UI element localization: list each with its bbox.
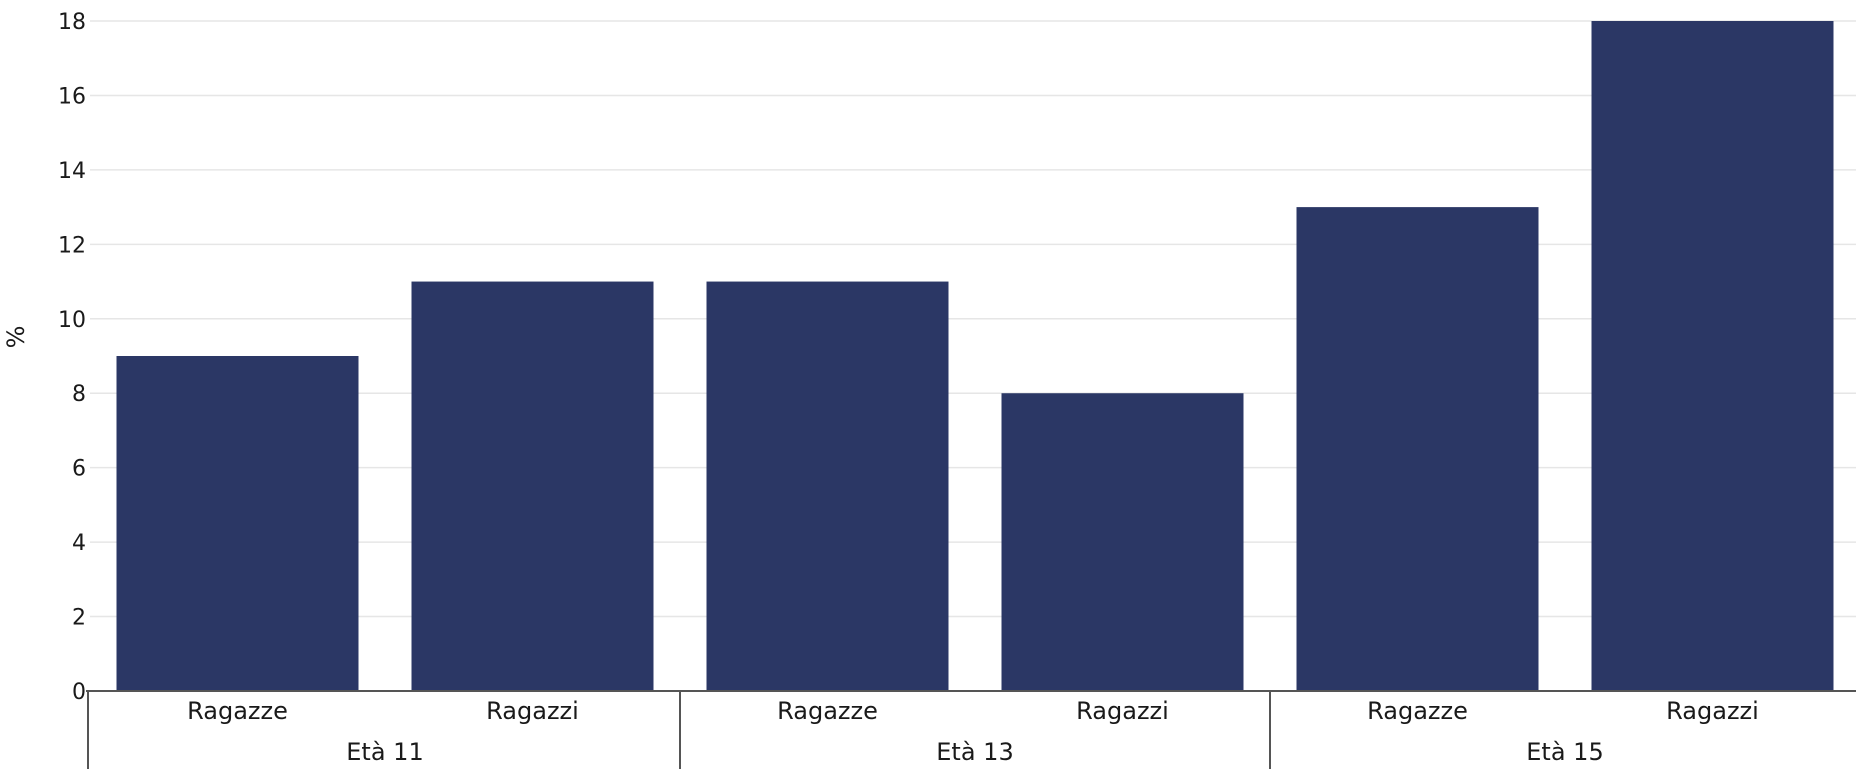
x-category-label: Ragazze bbox=[187, 697, 288, 725]
x-category-label: Ragazzi bbox=[1076, 697, 1169, 725]
y-tick-label: 12 bbox=[58, 233, 86, 258]
y-tick-label: 10 bbox=[58, 308, 86, 333]
x-category-label: Ragazzi bbox=[1666, 697, 1759, 725]
y-axis-label: % bbox=[2, 326, 30, 349]
gridlines bbox=[90, 20, 1856, 618]
y-tick-label: 14 bbox=[58, 159, 86, 184]
x-group-label: Età 13 bbox=[936, 738, 1013, 766]
x-axis: Ragazze Ragazzi Età 11 Ragazze Ragazzi Età 13… bbox=[86, 690, 1856, 769]
bar bbox=[411, 281, 654, 691]
x-category-label: Ragazze bbox=[777, 697, 878, 725]
bar bbox=[1591, 21, 1834, 691]
y-tick-label: 6 bbox=[72, 457, 86, 482]
y-tick-label: 8 bbox=[72, 382, 86, 407]
x-category-label: Ragazze bbox=[1367, 697, 1468, 725]
x-group-label: Età 11 bbox=[346, 738, 423, 766]
y-axis-ticks: 0 2 4 6 8 10 12 14 16 18 bbox=[58, 10, 86, 705]
bar bbox=[706, 281, 949, 691]
y-tick-label: 4 bbox=[72, 531, 86, 556]
y-tick-label: 2 bbox=[72, 606, 86, 631]
bars bbox=[116, 21, 1834, 691]
bar bbox=[1001, 393, 1244, 691]
x-category-label: Ragazzi bbox=[486, 697, 579, 725]
y-tick-label: 18 bbox=[58, 10, 86, 35]
x-group-label: Età 15 bbox=[1526, 738, 1603, 766]
bar bbox=[116, 356, 359, 691]
y-tick-label: 0 bbox=[72, 680, 86, 705]
bar bbox=[1296, 207, 1539, 691]
y-tick-label: 16 bbox=[58, 84, 86, 109]
